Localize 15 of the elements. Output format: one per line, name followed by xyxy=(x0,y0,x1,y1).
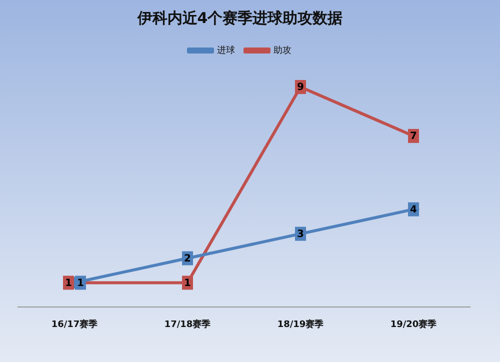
data-label: 1 xyxy=(77,278,84,289)
data-label: 4 xyxy=(410,204,418,216)
data-label: 7 xyxy=(410,131,418,142)
x-tick-label: 19/20赛季 xyxy=(390,318,438,330)
chart-title: 伊科内近4个赛季进球助攻数据 xyxy=(136,8,343,27)
x-tick-label: 16/17赛季 xyxy=(51,318,99,330)
data-label: 2 xyxy=(184,253,192,264)
x-tick-label: 17/18赛季 xyxy=(164,318,212,330)
data-label: 9 xyxy=(297,82,304,94)
x-tick-label: 18/19赛季 xyxy=(277,318,325,330)
legend-label: 进球 xyxy=(217,44,235,56)
data-label: 3 xyxy=(297,228,304,240)
data-label: 1 xyxy=(184,278,192,289)
legend-label: 助攻 xyxy=(274,44,292,56)
data-label: 1 xyxy=(65,278,72,289)
